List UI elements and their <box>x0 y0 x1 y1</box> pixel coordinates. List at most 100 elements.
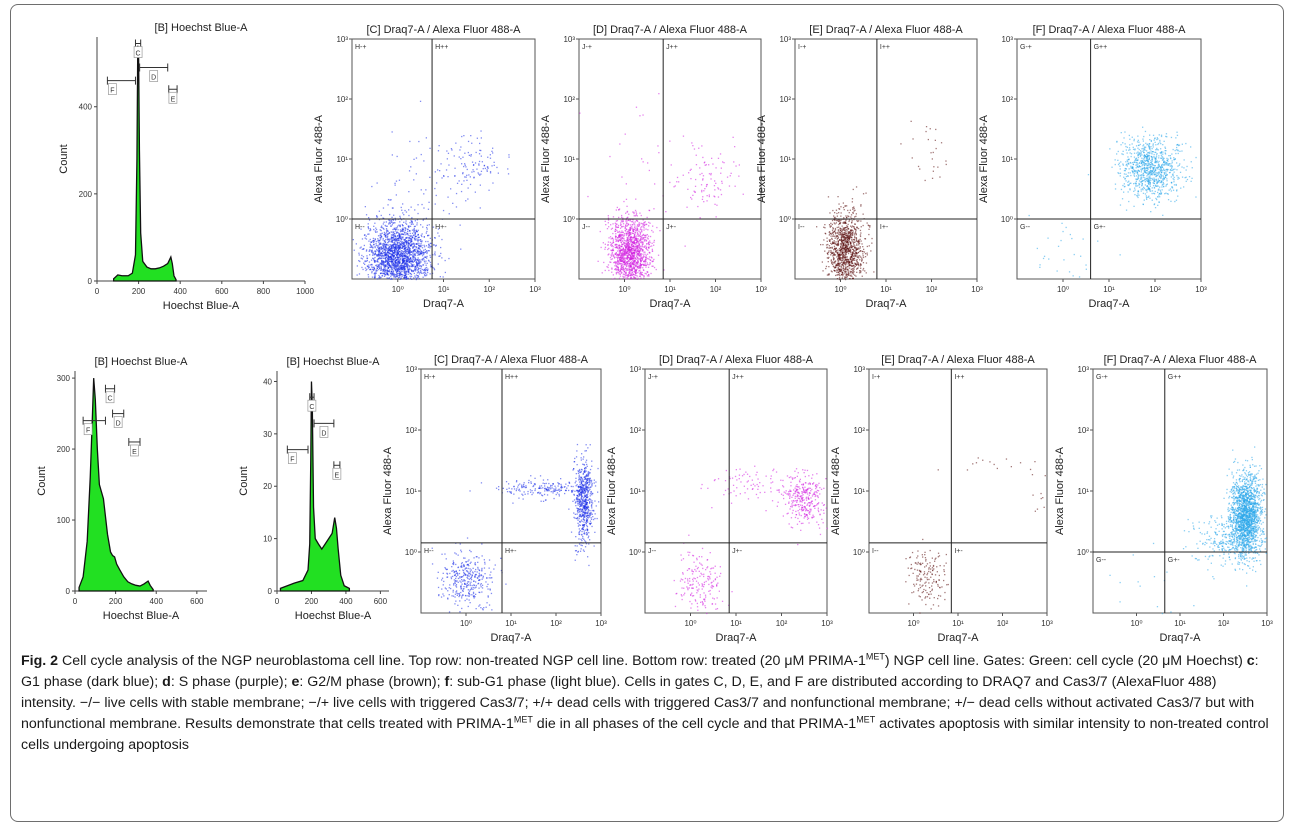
scatter-point <box>1143 135 1145 138</box>
scatter-point <box>409 222 411 224</box>
scatter-point <box>856 239 858 242</box>
scatter-point <box>405 243 408 245</box>
scatter-point <box>385 265 387 267</box>
scatter-point <box>384 246 386 248</box>
scatter-point <box>413 277 415 279</box>
scatter-point <box>612 232 614 235</box>
scatter-point <box>708 195 710 198</box>
scatter-point <box>622 261 625 264</box>
scatter-point <box>406 253 408 255</box>
scatter-point <box>396 262 398 264</box>
scatter-point <box>407 230 409 232</box>
scatter-point <box>617 267 619 269</box>
scatter-point <box>648 247 650 249</box>
scatter-point <box>618 234 620 236</box>
scatter-point <box>649 222 651 224</box>
gate-label-f: F <box>110 88 114 95</box>
scatter-point <box>420 271 422 273</box>
scatter-point <box>384 233 386 235</box>
scatter-point <box>851 201 853 203</box>
scatter-point <box>447 152 450 154</box>
scatter-point <box>636 215 638 217</box>
scatter-point <box>844 243 847 245</box>
scatter-point <box>844 277 846 279</box>
scatter-point <box>620 235 622 237</box>
scatter-point <box>625 264 627 266</box>
scatter-point <box>631 277 633 280</box>
scatter-point <box>412 250 415 252</box>
scatter-point <box>1176 175 1178 177</box>
scatter-point <box>424 251 427 253</box>
scatter-point <box>837 259 839 261</box>
scatter-point <box>404 234 406 236</box>
scatter-point <box>851 198 854 200</box>
scatter-point <box>394 268 396 270</box>
scatter-point <box>635 229 637 231</box>
scatter-point <box>645 236 647 239</box>
scatter-point <box>430 242 432 244</box>
scatter-point <box>413 256 415 258</box>
scatter-point <box>400 278 402 280</box>
scatter-point <box>837 196 839 198</box>
scatter-point <box>404 250 406 252</box>
scatter-point <box>421 247 424 249</box>
scatter-point <box>404 229 406 231</box>
scatter-point <box>404 227 407 229</box>
scatter-point <box>401 230 403 232</box>
scatter-point <box>422 272 424 274</box>
scatter-point <box>622 266 625 268</box>
scatter-point <box>692 145 694 147</box>
scatter-point <box>462 156 464 158</box>
scatter-point <box>831 247 833 249</box>
scatter-point <box>855 229 857 231</box>
scatter-point <box>402 259 404 262</box>
scatter-point <box>386 249 388 251</box>
scatter-point <box>847 258 849 261</box>
scatter-point <box>1151 166 1153 168</box>
scatter-point <box>621 240 624 242</box>
scatter-point <box>1129 138 1131 140</box>
scatter-point <box>381 260 383 262</box>
x-tick-label: 10⁰ <box>834 285 846 294</box>
scatter-point <box>434 253 436 255</box>
scatter-point <box>378 268 380 271</box>
scatter-point <box>410 275 413 278</box>
scatter-point <box>397 261 399 263</box>
scatter-point <box>617 259 619 261</box>
scatter-point <box>359 260 361 263</box>
scatter-point <box>403 264 405 266</box>
scatter-point <box>364 267 367 269</box>
scatter-point <box>1177 195 1179 197</box>
scatter-point <box>624 243 627 245</box>
scatter-point <box>439 170 441 172</box>
scatter-point <box>399 265 401 268</box>
scatter-point <box>480 137 482 139</box>
scatter-point <box>863 251 866 253</box>
scatter-point <box>831 219 834 222</box>
scatter-point <box>644 235 646 237</box>
scatter-point <box>489 171 492 173</box>
scatter-point <box>844 222 846 224</box>
scatter-point <box>409 260 411 262</box>
scatter-point <box>1134 189 1136 191</box>
scatter-point <box>424 275 426 277</box>
scatter-point <box>622 256 624 259</box>
scatter-point <box>474 191 476 193</box>
scatter-point <box>635 211 637 213</box>
scatter-point <box>403 277 405 279</box>
scatter-point <box>406 250 408 253</box>
scatter-point <box>862 267 865 270</box>
scatter-point <box>419 259 421 261</box>
scatter-point <box>399 246 402 248</box>
scatter-point <box>418 140 420 143</box>
scatter-point <box>386 254 388 256</box>
scatter-point <box>633 233 635 235</box>
scatter-point <box>1159 139 1161 142</box>
scatter-point <box>394 264 396 266</box>
gate-label-box <box>149 70 159 82</box>
scatter-point <box>634 225 636 227</box>
scatter-point <box>401 233 404 235</box>
plot-frame <box>794 38 978 280</box>
scatter-point <box>421 259 423 261</box>
scatter-point <box>870 250 872 252</box>
